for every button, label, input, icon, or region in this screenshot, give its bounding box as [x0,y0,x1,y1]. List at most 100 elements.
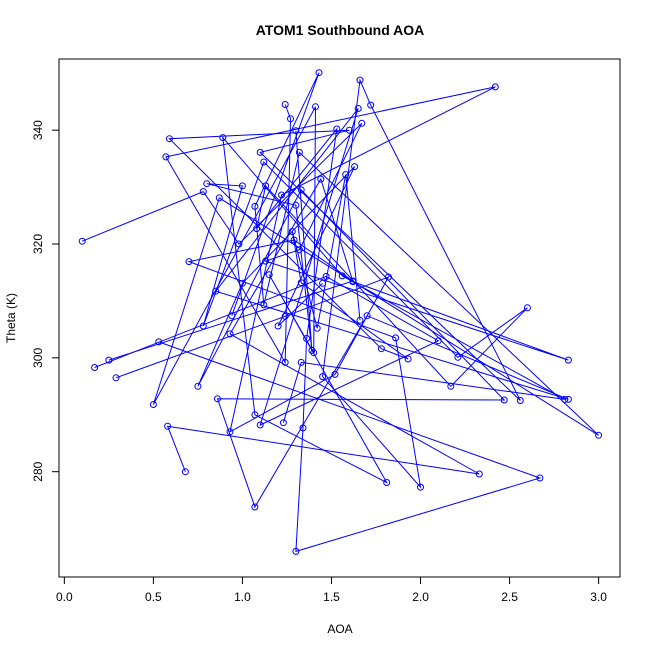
data-point [561,395,569,403]
data-point [279,419,287,427]
data-point [260,301,268,309]
data-point [310,349,318,357]
data-point [281,101,289,108]
y-tick-label: 300 [31,348,45,368]
data-point [297,279,305,287]
data-point [164,422,172,430]
data-point [290,236,298,244]
data-point [319,373,327,381]
data-point [281,312,289,320]
data-point [256,148,264,156]
data-point [315,69,323,77]
data-point [226,330,234,338]
data-point [281,358,289,366]
x-tick-label: 1.0 [234,590,251,604]
data-point [295,246,303,254]
data-point [338,272,346,280]
data-point [274,322,282,330]
data-point [295,148,303,156]
data-point [367,101,375,109]
data-point [308,346,316,354]
x-tick-label: 0.5 [145,590,162,604]
data-point [226,428,234,436]
x-tick-label: 2.5 [501,590,518,604]
data-point [363,312,371,320]
x-tick-label: 3.0 [590,590,607,604]
data-point [342,171,350,179]
y-tick-label: 320 [31,234,45,254]
data-point [312,103,319,111]
data-point [383,479,391,486]
data-point [356,316,364,324]
data-point [331,370,339,378]
data-point [404,355,412,363]
data-point [299,424,307,432]
data-point [112,374,120,382]
data-point [214,395,221,403]
data-point [78,237,86,245]
data-point [199,322,207,330]
data-point [260,158,268,166]
data-point [253,225,261,233]
data-point [313,324,321,332]
data-point [491,83,499,91]
data-point [219,134,227,142]
data-point [105,356,113,364]
data-point [292,547,300,555]
series-line-2 [94,108,569,509]
data-point [149,401,157,408]
data-point [287,115,294,123]
data-point [351,163,359,171]
series-line-4 [158,127,542,553]
data-point [235,240,243,248]
chart-title: ATOM1 Southbound AOA [256,22,425,38]
data-point [185,258,193,266]
data-point [91,364,99,371]
data-point [165,135,173,143]
data-point [292,201,300,209]
data-point [162,153,170,161]
data-point [238,279,246,287]
data-point [523,304,531,312]
data-point [199,188,207,196]
x-axis-label: AOA [327,622,352,636]
data-point [251,503,259,511]
data-point [417,483,424,491]
series-line-3 [115,86,496,433]
data-point [447,382,455,390]
data-point [377,345,385,353]
data-point [475,470,483,478]
data-point [434,337,442,345]
data-point [392,334,400,342]
data-point [317,175,325,183]
data-point [278,191,286,199]
data-point [358,119,366,127]
x-tick-label: 0.0 [56,590,73,604]
y-tick-label: 280 [31,461,45,481]
data-point [251,202,259,210]
data-point [215,194,223,202]
data-point [516,397,524,404]
data-point [292,127,300,135]
data-point [354,105,362,112]
y-axis: 280 300 320 340 [31,120,60,482]
series-line-1 [82,122,569,475]
x-tick-label: 2.0 [412,590,429,604]
data-point [297,186,305,194]
data-point [256,421,264,429]
data-point [564,395,572,403]
data-point [385,273,392,281]
x-axis: 0.0 0.5 1.0 1.5 2.0 2.5 3.0 [56,576,607,604]
data-point [262,257,270,265]
series-points [78,69,603,555]
data-point [356,76,364,84]
series-lines [82,72,599,553]
data-point [595,431,603,439]
data-point [203,180,211,188]
data-point [212,287,220,295]
data-point [345,126,353,134]
data-point [319,279,327,287]
data-point [155,338,163,346]
data-point [262,182,270,190]
